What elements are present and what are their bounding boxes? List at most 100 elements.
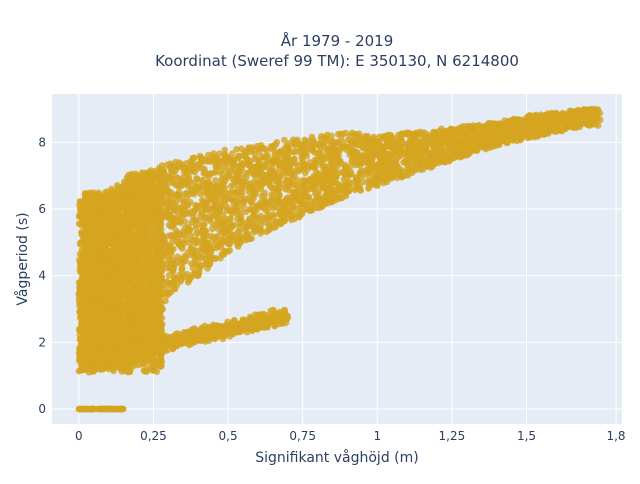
data-point: [190, 155, 197, 162]
data-point: [321, 183, 328, 190]
data-point: [291, 181, 298, 188]
data-point: [258, 193, 265, 200]
data-point: [248, 206, 255, 213]
data-point: [362, 153, 369, 160]
data-point: [385, 151, 392, 158]
data-point: [274, 197, 281, 204]
data-point: [185, 228, 192, 235]
data-point: [200, 232, 207, 239]
data-point: [214, 163, 221, 170]
data-point: [242, 153, 249, 160]
data-point: [238, 239, 245, 246]
data-point: [115, 184, 122, 191]
data-point: [334, 163, 341, 170]
data-point: [252, 155, 259, 162]
data-point: [435, 160, 442, 167]
data-point: [193, 221, 200, 228]
data-point: [181, 199, 188, 206]
data-point: [239, 199, 246, 206]
data-point: [177, 278, 184, 285]
data-point: [329, 139, 336, 146]
data-point: [224, 155, 231, 162]
data-point: [195, 271, 202, 278]
data-point: [198, 165, 205, 172]
data-point: [211, 241, 218, 248]
data-point: [266, 179, 273, 186]
data-point: [191, 252, 198, 259]
data-point: [368, 161, 375, 168]
data-point: [260, 215, 267, 222]
data-point: [173, 167, 180, 174]
data-point: [220, 238, 227, 245]
data-point: [240, 161, 247, 168]
data-point: [182, 191, 189, 198]
data-point: [299, 147, 306, 154]
data-point: [256, 146, 263, 153]
data-point: [278, 216, 285, 223]
data-point: [231, 238, 238, 245]
data-point: [282, 197, 289, 204]
data-point: [525, 131, 532, 138]
data-point: [436, 128, 443, 135]
data-point: [357, 169, 364, 176]
data-point: [238, 213, 245, 220]
data-point: [175, 253, 182, 260]
data-point: [197, 249, 204, 256]
data-point: [226, 221, 233, 228]
data-point: [303, 206, 310, 213]
data-point: [175, 175, 182, 182]
data-point: [280, 164, 287, 171]
data-point: [169, 239, 176, 246]
data-point: [316, 189, 323, 196]
data-point: [348, 148, 355, 155]
data-point: [204, 265, 211, 272]
data-point: [302, 201, 309, 208]
data-point: [315, 198, 322, 205]
data-point: [316, 205, 323, 212]
data-point: [292, 189, 299, 196]
data-point: [227, 190, 234, 197]
data-point: [243, 223, 250, 230]
data-point: [246, 144, 253, 151]
data-point: [394, 175, 401, 182]
data-point: [284, 154, 291, 161]
data-point: [227, 230, 234, 237]
data-point: [304, 166, 311, 173]
data-point: [238, 175, 245, 182]
data-point: [214, 233, 221, 240]
data-point: [281, 204, 288, 211]
data-point: [301, 178, 308, 185]
data-point: [182, 258, 189, 265]
data-point: [246, 183, 253, 190]
data-point: [205, 183, 212, 190]
data-point: [366, 184, 373, 191]
data-point: [235, 185, 242, 192]
data-point: [293, 138, 300, 145]
data-point: [291, 211, 298, 218]
data-point: [218, 244, 225, 251]
data-point: [277, 171, 284, 178]
data-point: [200, 222, 207, 229]
data-point: [211, 205, 218, 212]
data-point: [249, 219, 256, 226]
data-point: [393, 166, 400, 173]
data-point: [286, 148, 293, 155]
data-point: [186, 277, 193, 284]
chart-title-line1: År 1979 - 2019: [281, 31, 394, 50]
data-point: [323, 199, 330, 206]
data-point: [168, 264, 175, 271]
data-point: [306, 138, 313, 145]
data-point: [220, 250, 227, 257]
data-point: [270, 205, 277, 212]
data-point: [189, 190, 196, 197]
data-point: [228, 183, 235, 190]
data-point: [292, 149, 299, 156]
data-point: [225, 205, 232, 212]
data-point: [180, 212, 187, 219]
data-point: [341, 176, 348, 183]
data-point: [351, 136, 358, 143]
data-point: [295, 168, 302, 175]
data-point: [189, 166, 196, 173]
